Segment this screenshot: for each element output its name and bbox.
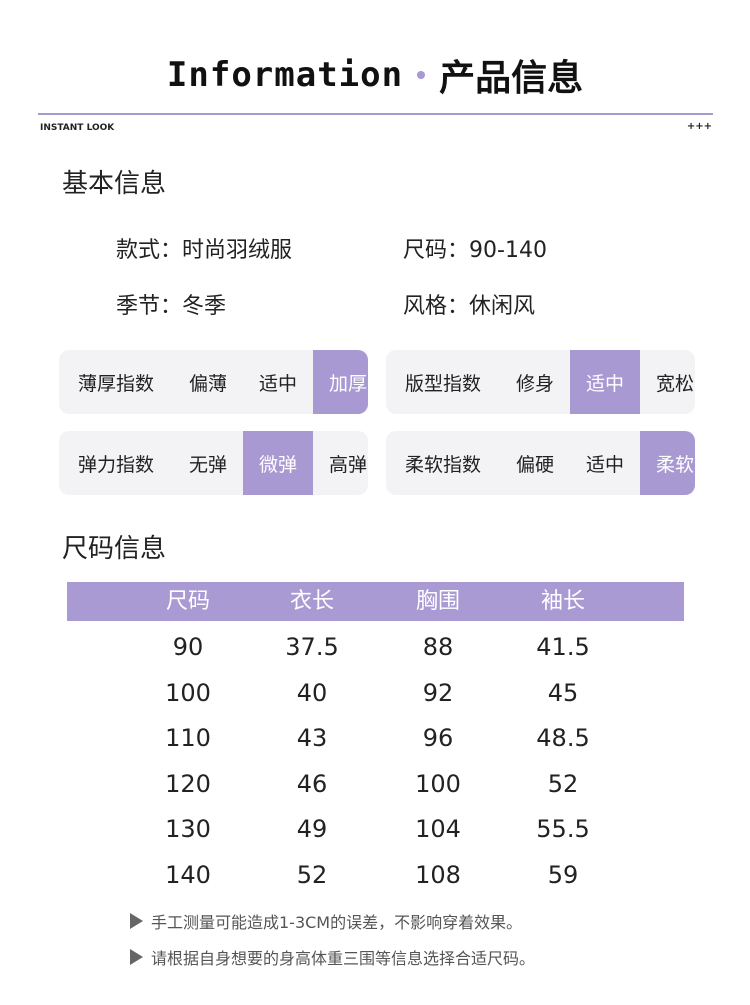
table-cell: 100 bbox=[415, 770, 461, 798]
table-cell: 49 bbox=[296, 815, 328, 843]
basic-info-item-style: 款式：时尚羽绒服 bbox=[116, 232, 292, 264]
metric-option: 适中 bbox=[585, 453, 624, 476]
column-header-length: 衣长 bbox=[289, 589, 334, 614]
note-measurement: 手工测量可能造成1-3CM的误差，不影响穿着效果。 bbox=[130, 909, 522, 933]
metric-option: 偏薄 bbox=[188, 372, 227, 395]
triangle-bullet-icon bbox=[130, 913, 143, 929]
metric-option: 适中 bbox=[258, 372, 297, 395]
metric-elasticity: 弹力指数 无弹 微弹 高弹 bbox=[59, 431, 368, 495]
table-cell: 52 bbox=[296, 861, 328, 889]
page-title: Information 产品信息 bbox=[0, 52, 750, 99]
basic-info-item-season: 季节：冬季 bbox=[116, 288, 226, 320]
basic-info-item-size: 尺码：90-140 bbox=[403, 232, 547, 264]
table-cell: 88 bbox=[422, 633, 454, 661]
triangle-bullet-icon bbox=[130, 949, 143, 965]
basic-info-item-style-type: 风格：休闲风 bbox=[403, 288, 535, 320]
table-cell: 55.5 bbox=[536, 815, 590, 843]
basic-info-title: 基本信息 bbox=[62, 169, 167, 199]
table-cell: 108 bbox=[415, 861, 461, 889]
table-cell: 37.5 bbox=[285, 633, 339, 661]
metric-option-selected: 柔软 bbox=[640, 431, 695, 495]
header-divider bbox=[38, 113, 713, 115]
metric-option-selected: 加厚 bbox=[313, 350, 368, 414]
basic-info-value: 时尚羽绒服 bbox=[182, 238, 293, 263]
metric-label: 柔软指数 bbox=[404, 453, 481, 476]
table-cell: 59 bbox=[547, 861, 579, 889]
metric-option: 修身 bbox=[515, 372, 554, 395]
metric-label: 弹力指数 bbox=[77, 453, 154, 476]
basic-info-value: 休闲风 bbox=[469, 294, 536, 319]
title-english: Information bbox=[166, 55, 404, 95]
table-cell: 40 bbox=[296, 679, 328, 707]
size-table-header: 尺码 衣长 胸围 袖长 bbox=[67, 582, 684, 621]
table-cell: 46 bbox=[296, 770, 328, 798]
title-chinese: 产品信息 bbox=[439, 58, 584, 99]
table-cell: 130 bbox=[165, 815, 211, 843]
column-header-size: 尺码 bbox=[165, 589, 210, 614]
basic-info-label: 款式： bbox=[116, 238, 183, 263]
table-cell: 120 bbox=[165, 770, 211, 798]
table-cell: 43 bbox=[296, 724, 328, 752]
table-cell: 92 bbox=[422, 679, 454, 707]
basic-info-value: 90-140 bbox=[469, 238, 547, 263]
note-size-choice: 请根据自身想要的身高体重三围等信息选择合适尺码。 bbox=[130, 945, 535, 969]
metric-thickness: 薄厚指数 偏薄 适中 加厚 bbox=[59, 350, 368, 414]
basic-info-label: 风格： bbox=[403, 294, 470, 319]
metric-label: 薄厚指数 bbox=[77, 372, 154, 395]
metric-option: 宽松 bbox=[655, 372, 694, 395]
table-cell: 96 bbox=[422, 724, 454, 752]
metric-option: 偏硬 bbox=[515, 453, 554, 476]
table-cell: 52 bbox=[547, 770, 579, 798]
column-header-chest: 胸围 bbox=[415, 589, 460, 614]
metric-option: 高弹 bbox=[328, 453, 367, 476]
metric-option-selected: 适中 bbox=[570, 350, 640, 414]
note-text: 手工测量可能造成1-3CM的误差，不影响穿着效果。 bbox=[151, 913, 523, 932]
title-dot-icon bbox=[417, 71, 426, 79]
basic-info-label: 尺码： bbox=[403, 238, 470, 263]
metric-label: 版型指数 bbox=[404, 372, 481, 395]
column-header-sleeve: 袖长 bbox=[540, 589, 585, 614]
metric-softness: 柔软指数 偏硬 适中 柔软 bbox=[386, 431, 695, 495]
note-text: 请根据自身想要的身高体重三围等信息选择合适尺码。 bbox=[151, 949, 536, 968]
table-cell: 41.5 bbox=[536, 633, 590, 661]
basic-info-value: 冬季 bbox=[182, 294, 227, 319]
table-cell: 104 bbox=[415, 815, 461, 843]
table-cell: 90 bbox=[172, 633, 204, 661]
plus-marks: +++ bbox=[686, 121, 712, 132]
instant-look-label: INSTANT LOOK bbox=[40, 123, 115, 133]
metric-option-selected: 微弹 bbox=[243, 431, 313, 495]
table-cell: 100 bbox=[165, 679, 211, 707]
table-cell: 110 bbox=[165, 724, 211, 752]
metric-fit: 版型指数 修身 适中 宽松 bbox=[386, 350, 695, 414]
table-cell: 140 bbox=[165, 861, 211, 889]
table-cell: 48.5 bbox=[536, 724, 590, 752]
table-cell: 45 bbox=[547, 679, 579, 707]
basic-info-label: 季节： bbox=[116, 294, 183, 319]
metric-option: 无弹 bbox=[188, 453, 227, 476]
size-info-title: 尺码信息 bbox=[62, 534, 167, 564]
